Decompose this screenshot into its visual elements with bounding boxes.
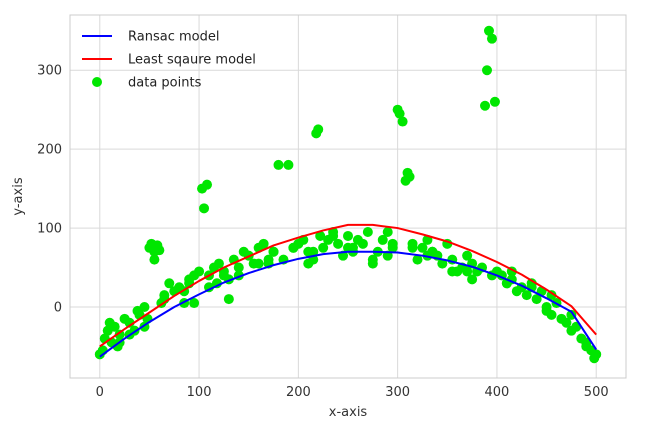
plot-area (69, 14, 627, 379)
legend-item-ransac-model: Ransac model (82, 30, 219, 45)
data-point (154, 245, 165, 256)
data-point (109, 321, 120, 332)
data-point (447, 266, 458, 277)
grid (70, 15, 626, 378)
data-point (566, 309, 577, 320)
data-point (213, 258, 224, 269)
data-point (546, 290, 557, 301)
least-sqaure-model-line (99, 223, 597, 348)
data-point (407, 242, 418, 253)
data-point (437, 258, 448, 269)
data-point (467, 274, 478, 285)
data-point (164, 278, 175, 289)
data-point (233, 262, 244, 273)
data-point (541, 305, 552, 316)
y-tick-label: 300 (37, 64, 62, 79)
legend-item-data-points: data points (92, 76, 202, 91)
legend-label: data points (128, 76, 202, 91)
data-point (223, 294, 234, 305)
legend-label: Least sqaure model (128, 53, 256, 68)
data-point (343, 230, 353, 241)
data-point (367, 258, 378, 269)
data-point (357, 238, 368, 249)
data-point (480, 100, 491, 111)
data-point (362, 227, 373, 238)
data-point (211, 278, 222, 289)
x-axis-label: x-axis (329, 405, 368, 420)
x-tick-label: 500 (584, 385, 609, 400)
data-point (149, 254, 160, 265)
data-point (561, 317, 572, 328)
data-point (377, 234, 388, 245)
data-point (202, 179, 213, 190)
data-point (489, 96, 500, 107)
tick-labels: 0 100 200 300 400 500 0 100 200 300 (37, 64, 608, 400)
data-point (581, 341, 592, 352)
data-point (404, 171, 415, 182)
legend: Ransac model Least sqaure model data point… (82, 30, 256, 91)
data-point (199, 203, 210, 214)
data-point (303, 246, 314, 257)
data-point (194, 266, 205, 277)
data-point (387, 238, 398, 249)
data-point (394, 108, 405, 119)
data-point (114, 329, 125, 340)
x-tick-label: 300 (385, 385, 410, 400)
y-tick-label: 200 (37, 143, 62, 158)
y-tick-label: 0 (54, 300, 62, 315)
data-point (258, 238, 269, 249)
data-point (333, 238, 344, 249)
legend-swatch (92, 77, 102, 87)
x-tick-label: 0 (96, 385, 104, 400)
x-tick-label: 400 (485, 385, 510, 400)
data-point (189, 298, 200, 309)
data-point (591, 349, 602, 360)
data-point (412, 254, 423, 265)
data-point (397, 116, 408, 127)
data-point (315, 230, 326, 241)
data-point (273, 159, 284, 170)
data-point (313, 124, 324, 135)
x-tick-label: 200 (286, 385, 311, 400)
data-point (462, 250, 473, 261)
legend-item-least-sqaure-model: Least sqaure model (82, 53, 256, 68)
data-point (483, 25, 494, 36)
data-point (283, 159, 294, 170)
data-point (328, 230, 339, 241)
data-point (253, 258, 264, 269)
data-point (417, 242, 428, 253)
ransac-model-line (99, 250, 598, 358)
data-point (268, 246, 279, 257)
data-point (139, 301, 150, 312)
data-point (382, 227, 393, 238)
data-point (159, 290, 170, 301)
series-layer (94, 25, 602, 364)
y-axis-label: y-axis (11, 177, 26, 215)
data-point (288, 242, 299, 253)
data-point (343, 242, 353, 253)
legend-label: Ransac model (128, 30, 219, 45)
data-point (318, 242, 329, 253)
data-point (482, 65, 492, 76)
y-tick-label: 100 (37, 222, 62, 237)
data-point (531, 294, 542, 305)
data-point (462, 266, 473, 277)
data-point (486, 33, 497, 44)
data-point (521, 290, 532, 301)
x-tick-label: 100 (187, 385, 212, 400)
